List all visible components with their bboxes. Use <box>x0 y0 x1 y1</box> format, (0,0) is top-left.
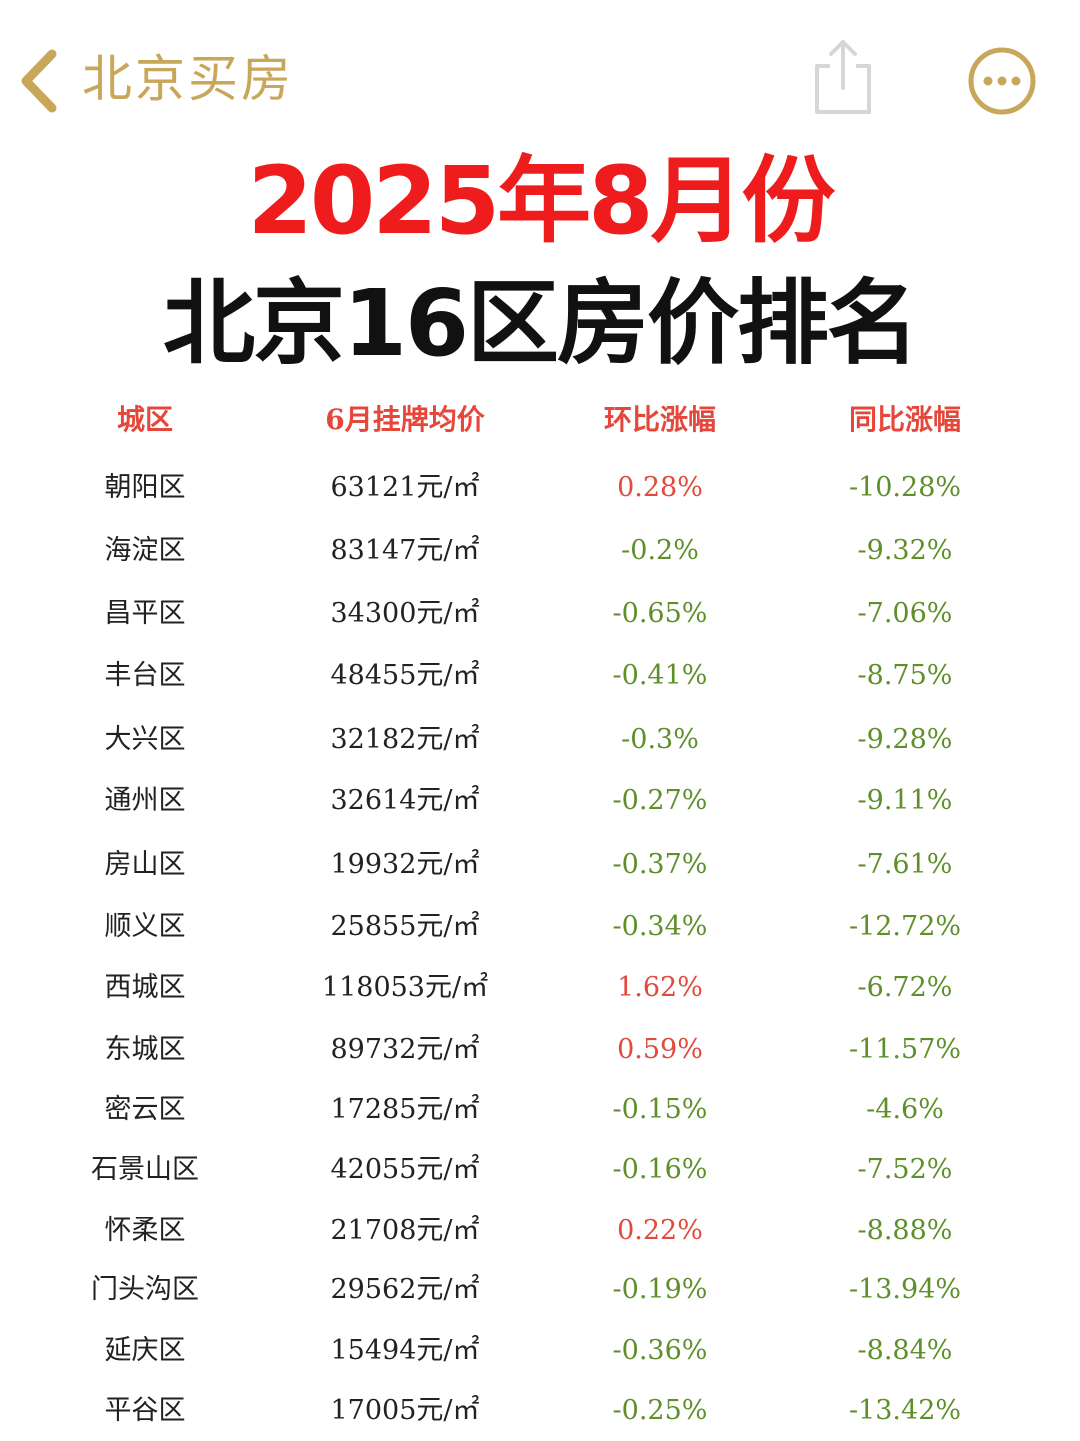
table-row: 丰台区 48455元/㎡ -0.41% -8.75% <box>0 648 1080 704</box>
district-cell: 密云区 <box>104 1094 186 1125</box>
nav-title: 北京买房 <box>82 50 294 108</box>
mom-change-cell: -0.2% <box>621 535 699 566</box>
price-cell: 118053元/㎡ <box>321 972 489 1003</box>
district-cell: 门头沟区 <box>91 1274 199 1305</box>
back-button[interactable] <box>14 46 64 116</box>
mom-change-cell: -0.37% <box>612 849 708 880</box>
district-cell: 通州区 <box>104 785 186 816</box>
headline-title: 北京16区房价排名 <box>162 270 919 377</box>
mom-change-cell: -0.65% <box>612 598 708 629</box>
table-header-row: 城区 6月挂牌均价 环比涨幅 同比涨幅 <box>0 392 1080 448</box>
header-mom: 环比涨幅 <box>603 403 716 436</box>
mom-change-cell: -0.16% <box>612 1154 708 1185</box>
price-cell: 19932元/㎡ <box>330 849 480 880</box>
mom-change-cell: -0.19% <box>612 1274 708 1305</box>
yoy-change-cell: -12.72% <box>848 911 962 942</box>
yoy-change-cell: -9.11% <box>857 785 953 816</box>
yoy-change-cell: -6.72% <box>857 972 953 1003</box>
yoy-change-cell: -7.06% <box>857 598 953 629</box>
price-cell: 21708元/㎡ <box>330 1215 480 1246</box>
yoy-change-cell: -8.88% <box>857 1215 953 1246</box>
table-row: 门头沟区 29562元/㎡ -0.19% -13.94% <box>0 1262 1080 1318</box>
table-row: 朝阳区 63121元/㎡ 0.28% -10.28% <box>0 460 1080 516</box>
yoy-change-cell: -4.6% <box>866 1094 944 1125</box>
share-icon <box>815 40 871 114</box>
table-row: 顺义区 25855元/㎡ -0.34% -12.72% <box>0 899 1080 955</box>
table-row: 密云区 17285元/㎡ -0.15% -4.6% <box>0 1082 1080 1138</box>
share-button[interactable] <box>808 36 878 120</box>
mom-change-cell: -0.3% <box>621 724 699 755</box>
chevron-left-icon <box>21 49 57 113</box>
more-button[interactable] <box>966 45 1038 117</box>
yoy-change-cell: -10.28% <box>848 472 962 503</box>
yoy-change-cell: -13.42% <box>848 1395 962 1426</box>
price-cell: 15494元/㎡ <box>330 1335 480 1366</box>
district-cell: 石景山区 <box>91 1154 199 1185</box>
table-row: 延庆区 15494元/㎡ -0.36% -8.84% <box>0 1323 1080 1379</box>
mom-change-cell: -0.34% <box>612 911 708 942</box>
table-row: 石景山区 42055元/㎡ -0.16% -7.52% <box>0 1142 1080 1198</box>
mom-change-cell: -0.36% <box>612 1335 708 1366</box>
yoy-change-cell: -8.84% <box>857 1335 953 1366</box>
yoy-change-cell: -7.52% <box>857 1154 953 1185</box>
mom-change-cell: 1.62% <box>617 972 703 1003</box>
table-row: 通州区 32614元/㎡ -0.27% -9.11% <box>0 773 1080 829</box>
price-cell: 17005元/㎡ <box>330 1395 480 1426</box>
price-cell: 63121元/㎡ <box>330 472 480 503</box>
table-row: 怀柔区 21708元/㎡ 0.22% -8.88% <box>0 1203 1080 1259</box>
header-yoy: 同比涨幅 <box>848 403 961 436</box>
nav-bar: 北京买房 <box>0 0 1080 150</box>
table-row: 东城区 89732元/㎡ 0.59% -11.57% <box>0 1022 1080 1078</box>
yoy-change-cell: -9.32% <box>857 535 953 566</box>
price-cell: 32614元/㎡ <box>330 785 480 816</box>
mom-change-cell: 0.28% <box>617 472 703 503</box>
mom-change-cell: -0.41% <box>612 660 708 691</box>
table-row: 平谷区 17005元/㎡ -0.25% -13.42% <box>0 1383 1080 1439</box>
yoy-change-cell: -11.57% <box>848 1034 962 1065</box>
district-cell: 昌平区 <box>104 598 186 629</box>
district-cell: 朝阳区 <box>104 472 186 503</box>
district-cell: 东城区 <box>104 1034 186 1065</box>
yoy-change-cell: -9.28% <box>857 724 953 755</box>
mom-change-cell: 0.59% <box>617 1034 703 1065</box>
header-district: 城区 <box>116 403 173 436</box>
mom-change-cell: -0.25% <box>612 1395 708 1426</box>
district-cell: 大兴区 <box>104 724 186 755</box>
table-row: 房山区 19932元/㎡ -0.37% -7.61% <box>0 837 1080 893</box>
price-cell: 83147元/㎡ <box>330 535 480 566</box>
price-cell: 34300元/㎡ <box>330 598 480 629</box>
district-cell: 平谷区 <box>104 1395 186 1426</box>
yoy-change-cell: -8.75% <box>857 660 953 691</box>
more-icon <box>968 47 1036 115</box>
table-row: 西城区 118053元/㎡ 1.62% -6.72% <box>0 960 1080 1016</box>
mom-change-cell: -0.27% <box>612 785 708 816</box>
price-cell: 29562元/㎡ <box>330 1274 480 1305</box>
header-price: 6月挂牌均价 <box>325 403 485 436</box>
headline-date: 2025年8月份 <box>247 147 835 256</box>
price-cell: 25855元/㎡ <box>330 911 480 942</box>
district-cell: 延庆区 <box>104 1335 186 1366</box>
table-row: 海淀区 83147元/㎡ -0.2% -9.32% <box>0 523 1080 579</box>
district-cell: 顺义区 <box>104 911 186 942</box>
mom-change-cell: 0.22% <box>617 1215 703 1246</box>
district-cell: 怀柔区 <box>104 1215 186 1246</box>
district-cell: 丰台区 <box>104 660 186 691</box>
district-cell: 房山区 <box>104 849 186 880</box>
price-cell: 32182元/㎡ <box>330 724 480 755</box>
yoy-change-cell: -13.94% <box>848 1274 962 1305</box>
price-cell: 89732元/㎡ <box>330 1034 480 1065</box>
price-cell: 42055元/㎡ <box>330 1154 480 1185</box>
district-cell: 海淀区 <box>104 535 186 566</box>
price-cell: 48455元/㎡ <box>330 660 480 691</box>
yoy-change-cell: -7.61% <box>857 849 953 880</box>
price-cell: 17285元/㎡ <box>330 1094 480 1125</box>
district-cell: 西城区 <box>104 972 186 1003</box>
table-row: 大兴区 32182元/㎡ -0.3% -9.28% <box>0 712 1080 768</box>
table-row: 昌平区 34300元/㎡ -0.65% -7.06% <box>0 586 1080 642</box>
mom-change-cell: -0.15% <box>612 1094 708 1125</box>
